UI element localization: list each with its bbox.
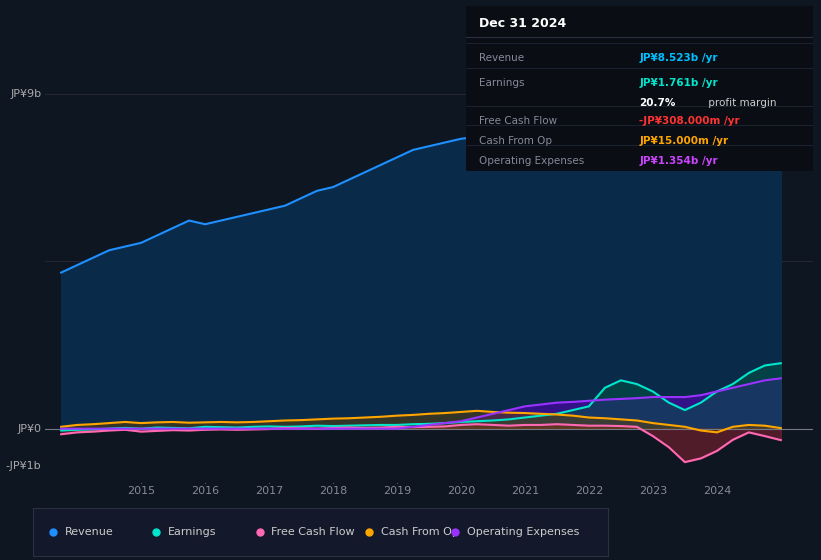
Text: JP¥15.000m /yr: JP¥15.000m /yr — [639, 136, 728, 146]
Text: Revenue: Revenue — [479, 53, 525, 63]
Text: JP¥8.523b /yr: JP¥8.523b /yr — [639, 53, 718, 63]
Text: 2016: 2016 — [191, 486, 219, 496]
Text: 2024: 2024 — [703, 486, 731, 496]
Text: Operating Expenses: Operating Expenses — [466, 527, 579, 536]
Text: 2023: 2023 — [639, 486, 667, 496]
Text: Free Cash Flow: Free Cash Flow — [271, 527, 355, 536]
Text: 2021: 2021 — [511, 486, 539, 496]
Text: profit margin: profit margin — [705, 98, 777, 108]
Text: 2019: 2019 — [383, 486, 411, 496]
Text: Free Cash Flow: Free Cash Flow — [479, 116, 557, 126]
Text: -JP¥308.000m /yr: -JP¥308.000m /yr — [639, 116, 740, 126]
Text: 2020: 2020 — [447, 486, 475, 496]
Text: -JP¥1b: -JP¥1b — [6, 461, 41, 471]
Text: JP¥1.354b /yr: JP¥1.354b /yr — [639, 156, 718, 166]
Text: 2015: 2015 — [127, 486, 155, 496]
Text: Earnings: Earnings — [168, 527, 217, 536]
Text: 20.7%: 20.7% — [639, 98, 676, 108]
Text: Operating Expenses: Operating Expenses — [479, 156, 585, 166]
Text: JP¥1.761b /yr: JP¥1.761b /yr — [639, 78, 718, 88]
Text: Earnings: Earnings — [479, 78, 525, 88]
Text: Revenue: Revenue — [65, 527, 113, 536]
Text: Cash From Op: Cash From Op — [479, 136, 553, 146]
Text: JP¥9b: JP¥9b — [10, 89, 41, 99]
Text: Cash From Op: Cash From Op — [380, 527, 458, 536]
Text: 2018: 2018 — [319, 486, 347, 496]
Text: 2017: 2017 — [255, 486, 283, 496]
Text: Dec 31 2024: Dec 31 2024 — [479, 17, 566, 30]
Text: 2022: 2022 — [575, 486, 603, 496]
Text: JP¥0: JP¥0 — [17, 424, 41, 433]
